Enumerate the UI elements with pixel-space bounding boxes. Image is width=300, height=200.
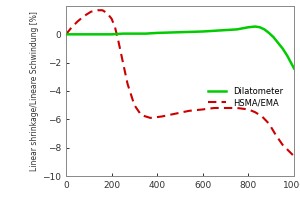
HSMA/EMA xyxy=(260,115,264,118)
HSMA/EMA xyxy=(64,33,68,36)
HSMA/EMA xyxy=(101,9,104,11)
Dilatometer xyxy=(258,26,262,28)
Legend: Dilatometer, HSMA/EMA: Dilatometer, HSMA/EMA xyxy=(208,87,283,107)
Dilatometer xyxy=(262,28,266,31)
HSMA/EMA xyxy=(140,114,143,116)
Dilatometer xyxy=(254,25,257,28)
Line: Dilatometer: Dilatometer xyxy=(66,27,294,68)
Dilatometer xyxy=(87,33,91,36)
Dilatometer xyxy=(285,54,289,57)
HSMA/EMA xyxy=(247,108,250,111)
HSMA/EMA xyxy=(133,104,136,106)
Dilatometer xyxy=(155,32,159,34)
HSMA/EMA xyxy=(235,107,239,109)
HSMA/EMA xyxy=(126,83,129,85)
Dilatometer xyxy=(76,33,79,36)
Dilatometer xyxy=(290,63,293,65)
HSMA/EMA xyxy=(224,107,227,109)
HSMA/EMA xyxy=(281,144,284,146)
HSMA/EMA xyxy=(76,20,79,23)
Dilatometer xyxy=(98,33,102,36)
Dilatometer xyxy=(133,32,136,35)
Dilatometer xyxy=(178,31,182,33)
Dilatometer xyxy=(276,42,280,44)
HSMA/EMA xyxy=(110,18,113,20)
HSMA/EMA xyxy=(286,149,290,152)
Dilatometer xyxy=(144,32,148,35)
HSMA/EMA xyxy=(121,61,125,64)
Dilatometer xyxy=(235,28,239,31)
Dilatometer xyxy=(224,29,227,31)
HSMA/EMA xyxy=(274,134,278,136)
HSMA/EMA xyxy=(89,10,93,13)
HSMA/EMA xyxy=(96,9,100,11)
HSMA/EMA xyxy=(254,111,257,113)
HSMA/EMA xyxy=(148,117,152,119)
Y-axis label: Linear shrinkage/Lineare Schwindung [%]: Linear shrinkage/Lineare Schwindung [%] xyxy=(30,11,39,171)
Dilatometer xyxy=(121,32,125,35)
HSMA/EMA xyxy=(267,122,271,125)
Dilatometer xyxy=(272,36,275,38)
Dilatometer xyxy=(281,47,284,50)
HSMA/EMA xyxy=(212,107,216,109)
HSMA/EMA xyxy=(292,155,296,157)
Dilatometer xyxy=(292,67,296,70)
Dilatometer xyxy=(212,30,216,32)
HSMA/EMA xyxy=(117,40,120,43)
HSMA/EMA xyxy=(113,26,117,28)
HSMA/EMA xyxy=(160,115,164,118)
HSMA/EMA xyxy=(174,112,177,115)
Dilatometer xyxy=(110,33,113,36)
HSMA/EMA xyxy=(105,12,109,14)
Dilatometer xyxy=(267,32,271,34)
Dilatometer xyxy=(201,30,205,33)
HSMA/EMA xyxy=(201,108,205,111)
Line: HSMA/EMA: HSMA/EMA xyxy=(66,10,294,156)
Dilatometer xyxy=(247,26,250,28)
HSMA/EMA xyxy=(69,27,72,30)
HSMA/EMA xyxy=(82,15,86,17)
HSMA/EMA xyxy=(187,110,191,112)
Dilatometer xyxy=(64,33,68,36)
